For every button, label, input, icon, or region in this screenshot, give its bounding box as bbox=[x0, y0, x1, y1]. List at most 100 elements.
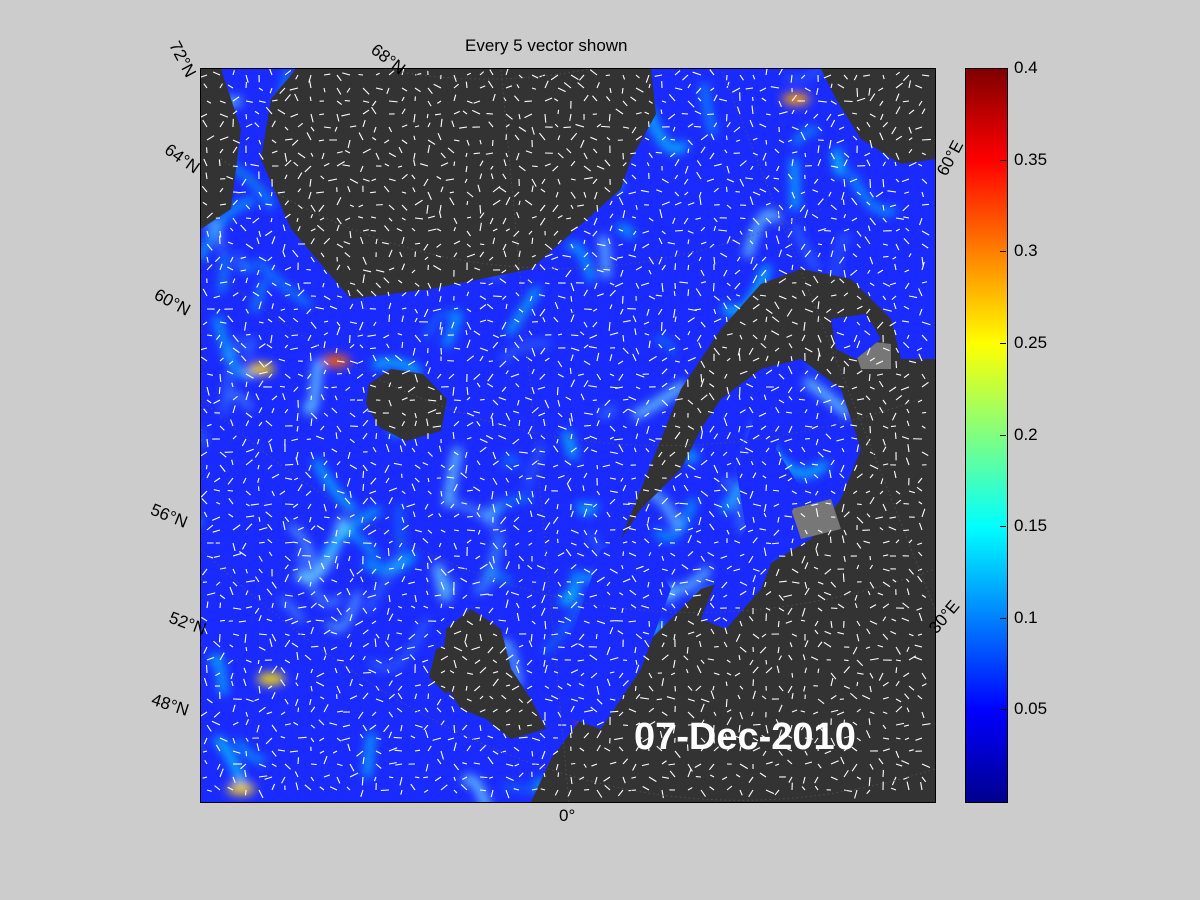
velocity-vector bbox=[447, 147, 455, 154]
velocity-vector bbox=[487, 735, 494, 739]
velocity-vector bbox=[346, 477, 351, 487]
current-streak bbox=[444, 446, 463, 505]
velocity-vector bbox=[661, 178, 669, 184]
velocity-vector bbox=[615, 386, 624, 389]
velocity-vector bbox=[618, 197, 624, 206]
current-streak bbox=[325, 591, 361, 632]
velocity-vector bbox=[918, 522, 923, 531]
velocity-vector bbox=[661, 329, 667, 336]
velocity-vector bbox=[206, 386, 210, 396]
velocity-vector bbox=[660, 109, 663, 115]
velocity-vector bbox=[388, 747, 398, 752]
velocity-vector bbox=[915, 737, 923, 741]
velocity-vector bbox=[823, 316, 832, 323]
velocity-vector bbox=[645, 503, 650, 512]
velocity-vector bbox=[661, 100, 667, 103]
velocity-vector bbox=[609, 200, 613, 206]
velocity-vector bbox=[347, 743, 351, 752]
velocity-vector bbox=[737, 511, 741, 518]
velocity-vector bbox=[320, 562, 325, 570]
velocity-vector bbox=[362, 642, 370, 648]
velocity-vector bbox=[710, 628, 715, 635]
velocity-vector bbox=[343, 241, 351, 245]
velocity-vector bbox=[684, 191, 689, 196]
velocity-vector bbox=[401, 420, 406, 427]
velocity-vector bbox=[490, 789, 494, 798]
velocity-vector bbox=[713, 122, 718, 128]
velocity-vector bbox=[708, 763, 715, 771]
velocity-vector bbox=[258, 527, 268, 531]
velocity-vector bbox=[368, 669, 377, 674]
velocity-vector bbox=[720, 252, 728, 258]
velocity-vector bbox=[466, 200, 469, 206]
velocity-vector bbox=[760, 568, 767, 575]
velocity-vector bbox=[774, 425, 780, 432]
velocity-vector bbox=[355, 620, 364, 626]
velocity-vector bbox=[787, 607, 793, 615]
velocity-vector bbox=[895, 763, 903, 767]
velocity-vector bbox=[295, 672, 299, 680]
velocity-vector bbox=[349, 490, 352, 498]
velocity-vector bbox=[765, 789, 775, 795]
velocity-vector bbox=[583, 446, 589, 453]
velocity-vector bbox=[245, 711, 249, 717]
velocity-vector bbox=[245, 750, 248, 757]
velocity-vector bbox=[336, 113, 340, 122]
velocity-vector bbox=[596, 730, 602, 739]
velocity-vector bbox=[466, 529, 476, 532]
velocity-vector bbox=[245, 737, 249, 742]
velocity-vector bbox=[661, 368, 668, 375]
velocity-vector bbox=[232, 395, 238, 401]
velocity-vector bbox=[817, 581, 824, 585]
velocity-vector bbox=[373, 321, 377, 327]
velocity-vector bbox=[843, 747, 848, 752]
velocity-vector bbox=[569, 113, 572, 122]
velocity-vector bbox=[245, 420, 250, 427]
velocity-vector bbox=[372, 607, 377, 612]
velocity-vector bbox=[375, 685, 380, 691]
velocity-vector bbox=[570, 226, 578, 232]
velocity-vector bbox=[505, 561, 510, 570]
current-streak bbox=[255, 259, 312, 308]
velocity-vector bbox=[877, 269, 884, 274]
velocity-vector bbox=[774, 789, 780, 796]
velocity-vector bbox=[631, 174, 637, 180]
velocity-vector bbox=[323, 162, 330, 167]
velocity-vector bbox=[472, 109, 481, 115]
velocity-vector bbox=[867, 225, 871, 232]
velocity-vector bbox=[801, 446, 806, 453]
novaya-zemlya-land bbox=[821, 69, 935, 164]
velocity-vector bbox=[803, 685, 806, 692]
velocity-vector bbox=[787, 685, 793, 694]
velocity-vector bbox=[388, 594, 391, 603]
colorbar-tick-mark bbox=[1000, 342, 1006, 344]
velocity-vector bbox=[544, 485, 547, 492]
velocity-vector bbox=[596, 620, 606, 625]
velocity-vector bbox=[882, 425, 889, 429]
velocity-vector bbox=[203, 737, 208, 745]
velocity-vector bbox=[778, 750, 783, 756]
velocity-vector bbox=[583, 620, 590, 624]
velocity-vector bbox=[618, 711, 624, 717]
velocity-vector bbox=[362, 386, 365, 394]
velocity-vector bbox=[310, 591, 316, 596]
velocity-vector bbox=[284, 573, 290, 583]
velocity-vector bbox=[921, 776, 927, 783]
velocity-vector bbox=[369, 490, 377, 494]
velocity-vector bbox=[544, 620, 547, 630]
velocity-vector bbox=[674, 191, 680, 197]
velocity-vector bbox=[447, 737, 455, 741]
velocity-vector bbox=[411, 174, 416, 180]
velocity-vector bbox=[245, 523, 253, 531]
velocity-vector bbox=[240, 343, 247, 349]
velocity-vector bbox=[843, 316, 848, 323]
velocity-vector bbox=[788, 448, 793, 453]
velocity-vector bbox=[375, 282, 381, 289]
velocity-vector bbox=[271, 99, 278, 102]
velocity-vector bbox=[830, 204, 837, 211]
velocity-vector bbox=[606, 511, 611, 518]
velocity-vector bbox=[268, 551, 273, 557]
velocity-vector bbox=[752, 574, 756, 583]
velocity-vector bbox=[921, 425, 926, 429]
velocity-vector bbox=[582, 485, 585, 492]
